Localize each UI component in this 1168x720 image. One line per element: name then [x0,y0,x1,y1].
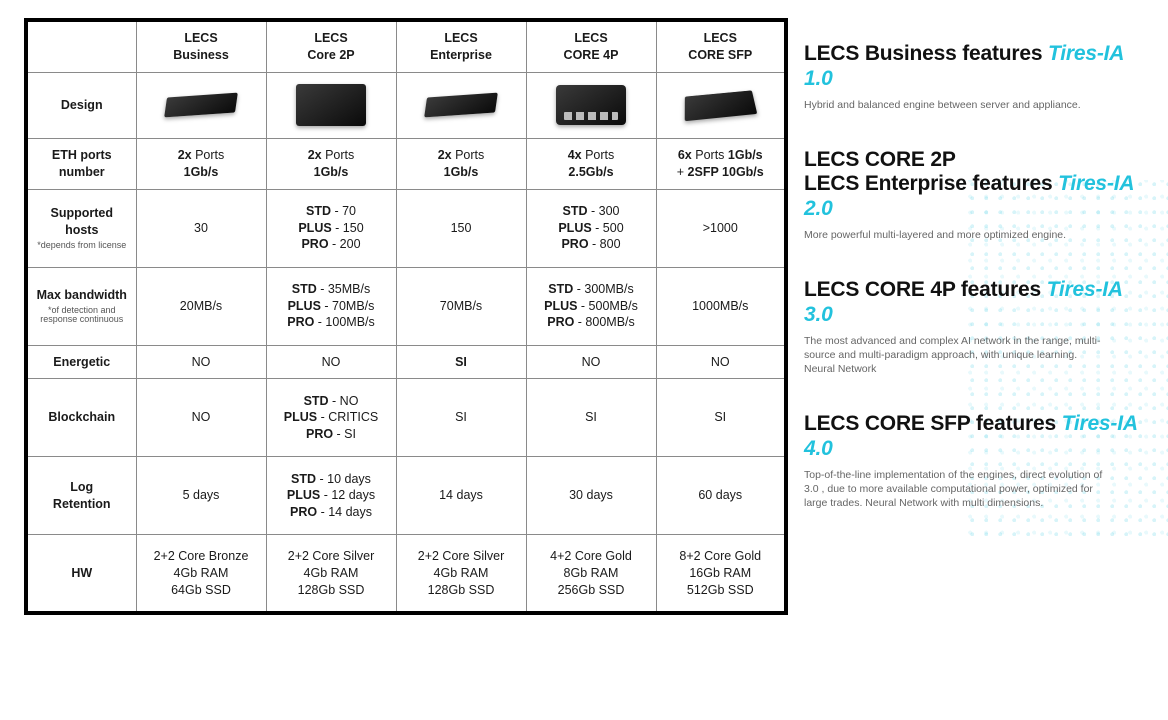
cell-hw-business: 2+2 Core Bronze4Gb RAM64Gb SSD [136,535,266,613]
col-header-core2p: LECSCore 2P [266,20,396,72]
row-hosts: Supported hosts*depends from license 30 … [26,189,786,267]
cell-energetic-business: NO [136,345,266,379]
feature-block-3: LECS CORE 4P features Tires-IA 3.0 The m… [804,278,1140,376]
rowlabel-energetic: Energetic [26,345,136,379]
cell-hw-core2p: 2+2 Core Silver4Gb RAM128Gb SSD [266,535,396,613]
cell-log-core4p: 30 days [526,457,656,535]
feature-desc: The most advanced and complex AI network… [804,334,1104,377]
rowlabel-design: Design [26,72,136,138]
feature-title: LECS CORE SFP features Tires-IA 4.0 [804,412,1140,462]
cell-design-business [136,72,266,138]
col-header-coresfp: LECSCORE SFP [656,20,786,72]
cell-bw-core4p: STD - 300MB/sPLUS - 500MB/sPRO - 800MB/s [526,267,656,345]
cell-energetic-core4p: NO [526,345,656,379]
table-header-row: LECSBusiness LECSCore 2P LECSEnterprise … [26,20,786,72]
feature-block-4: LECS CORE SFP features Tires-IA 4.0 Top-… [804,412,1140,510]
cell-eth-core4p: 4x Ports2.5Gb/s [526,138,656,189]
feature-title: LECS CORE 4P features Tires-IA 3.0 [804,278,1140,328]
cell-hosts-business: 30 [136,189,266,267]
rowlabel-hw: HW [26,535,136,613]
cell-blockchain-core2p: STD - NOPLUS - CRITICSPRO - SI [266,379,396,457]
cell-design-enterprise [396,72,526,138]
cell-hw-enterprise: 2+2 Core Silver4Gb RAM128Gb SSD [396,535,526,613]
cell-bw-enterprise: 70MB/s [396,267,526,345]
cell-eth-core2p: 2x Ports1Gb/s [266,138,396,189]
feature-title: LECS Business features Tires-IA 1.0 [804,42,1140,92]
cell-energetic-coresfp: NO [656,345,786,379]
cell-bw-business: 20MB/s [136,267,266,345]
cell-hosts-core4p: STD - 300PLUS - 500PRO - 800 [526,189,656,267]
header-blank [26,20,136,72]
cell-hw-coresfp: 8+2 Core Gold16Gb RAM512Gb SSD [656,535,786,613]
cell-eth-coresfp: 6x Ports 1Gb/s+ 2SFP 10Gb/s [656,138,786,189]
comparison-table: LECSBusiness LECSCore 2P LECSEnterprise … [24,18,788,615]
cell-design-core2p [266,72,396,138]
col-header-business: LECSBusiness [136,20,266,72]
cell-log-coresfp: 60 days [656,457,786,535]
feature-desc: Top-of-the-line implementation of the en… [804,468,1104,511]
cell-design-coresfp [656,72,786,138]
device-icon [424,93,498,118]
row-blockchain: Blockchain NO STD - NOPLUS - CRITICSPRO … [26,379,786,457]
cell-hosts-coresfp: >1000 [656,189,786,267]
cell-hw-core4p: 4+2 Core Gold8Gb RAM256Gb SSD [526,535,656,613]
cell-blockchain-business: NO [136,379,266,457]
cell-design-core4p [526,72,656,138]
comparison-table-panel: LECSBusiness LECSCore 2P LECSEnterprise … [0,0,790,720]
device-icon [296,84,366,126]
row-bandwidth: Max bandwidth*of detection and response … [26,267,786,345]
cell-eth-enterprise: 2x Ports1Gb/s [396,138,526,189]
feature-block-1: LECS Business features Tires-IA 1.0 Hybr… [804,42,1140,112]
cell-hosts-core2p: STD - 70PLUS - 150PRO - 200 [266,189,396,267]
device-icon [164,93,238,118]
cell-log-enterprise: 14 days [396,457,526,535]
cell-log-business: 5 days [136,457,266,535]
feature-desc: Hybrid and balanced engine between serve… [804,98,1104,112]
cell-blockchain-core4p: SI [526,379,656,457]
row-eth: ETH portsnumber 2x Ports1Gb/s 2x Ports1G… [26,138,786,189]
rowlabel-log: LogRetention [26,457,136,535]
cell-bw-coresfp: 1000MB/s [656,267,786,345]
row-log: LogRetention 5 days STD - 10 daysPLUS - … [26,457,786,535]
device-icon [685,91,758,122]
feature-desc: More powerful multi-layered and more opt… [804,228,1104,242]
col-header-core4p: LECSCORE 4P [526,20,656,72]
rowlabel-bandwidth: Max bandwidth*of detection and response … [26,267,136,345]
cell-bw-core2p: STD - 35MB/sPLUS - 70MB/sPRO - 100MB/s [266,267,396,345]
cell-blockchain-enterprise: SI [396,379,526,457]
cell-energetic-core2p: NO [266,345,396,379]
cell-eth-business: 2x Ports1Gb/s [136,138,266,189]
row-hw: HW 2+2 Core Bronze4Gb RAM64Gb SSD 2+2 Co… [26,535,786,613]
cell-blockchain-coresfp: SI [656,379,786,457]
rowlabel-blockchain: Blockchain [26,379,136,457]
cell-log-core2p: STD - 10 daysPLUS - 12 daysPRO - 14 days [266,457,396,535]
cell-hosts-enterprise: 150 [396,189,526,267]
features-panel: LECS Business features Tires-IA 1.0 Hybr… [790,0,1168,720]
rowlabel-eth: ETH portsnumber [26,138,136,189]
col-header-enterprise: LECSEnterprise [396,20,526,72]
device-icon [556,85,626,125]
feature-title: LECS CORE 2PLECS Enterprise features Tir… [804,148,1140,222]
row-design: Design [26,72,786,138]
row-energetic: Energetic NO NO SI NO NO [26,345,786,379]
feature-block-2: LECS CORE 2PLECS Enterprise features Tir… [804,148,1140,242]
cell-energetic-enterprise: SI [396,345,526,379]
rowlabel-hosts: Supported hosts*depends from license [26,189,136,267]
